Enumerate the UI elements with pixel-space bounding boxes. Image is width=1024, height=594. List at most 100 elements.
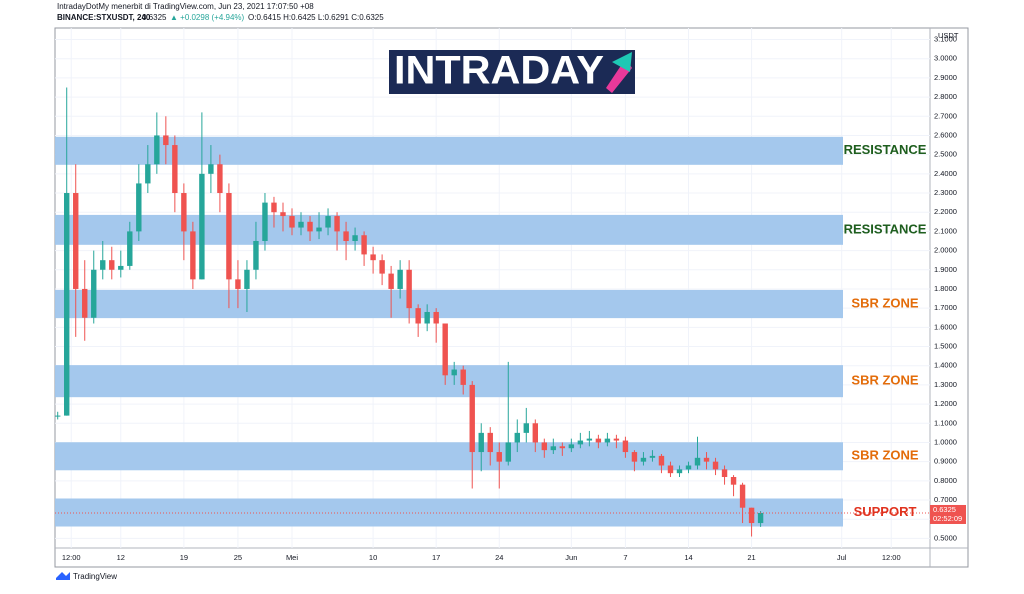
candle-body [280, 212, 286, 217]
candle-body [388, 273, 394, 289]
candle-body [676, 469, 683, 474]
zone-label: SBR ZONE [851, 448, 919, 463]
x-tick-label: 25 [234, 553, 242, 562]
candle-body [478, 432, 484, 453]
x-tick-label: 24 [495, 553, 503, 562]
candle-body [559, 446, 566, 449]
candle-body [721, 469, 728, 478]
candle-body [424, 311, 430, 324]
candle-body [433, 311, 439, 324]
candle-body [271, 202, 277, 213]
y-tick-label: 2.9000 [934, 73, 957, 82]
candle-body [298, 221, 304, 228]
y-tick-label: 1.9000 [934, 265, 957, 274]
y-tick-label: 0.9000 [934, 457, 957, 466]
candle-body [595, 438, 602, 443]
candle-body [181, 193, 187, 232]
candle-body [172, 145, 178, 194]
zone [55, 214, 843, 245]
y-tick-label: 1.2000 [934, 399, 957, 408]
candle-body [361, 235, 367, 255]
candle-body [613, 438, 620, 441]
x-tick-label: Mei [286, 553, 298, 562]
candle-body [55, 415, 61, 417]
candle-body [460, 369, 466, 385]
y-tick-label: 2.3000 [934, 188, 957, 197]
candle-body [550, 446, 557, 451]
candle-body [100, 260, 106, 270]
price-tag-countdown: 02:52:09 [933, 514, 962, 523]
logo: INTRADAY [394, 49, 604, 93]
candle-body [73, 193, 79, 289]
candle-body [658, 455, 665, 466]
candle-body [739, 484, 746, 508]
x-tick-label: 17 [432, 553, 440, 562]
candle-body [109, 260, 115, 270]
candle-body [712, 461, 719, 470]
candle-body [514, 432, 520, 443]
zone-label: RESISTANCE [844, 221, 927, 236]
candle-body [154, 135, 160, 165]
x-tick-label: 19 [180, 553, 188, 562]
y-tick-label: 1.7000 [934, 303, 957, 312]
candle-body [397, 269, 403, 289]
candle-body [748, 507, 755, 524]
candle-body [541, 442, 548, 451]
candle-body [505, 442, 511, 462]
x-tick-label: 12:00 [62, 553, 81, 562]
x-tick-label: 21 [747, 553, 755, 562]
candle-body [703, 457, 710, 462]
y-tick-label: 1.6000 [934, 322, 957, 331]
x-tick-label: 10 [369, 553, 377, 562]
candle-body [631, 452, 638, 462]
zone [55, 365, 843, 398]
candle-body [226, 193, 232, 280]
y-tick-label: 3.0000 [934, 54, 957, 63]
y-tick-label: 2.4000 [934, 169, 957, 178]
candle-body [757, 512, 764, 524]
candle-body [262, 202, 268, 241]
candle-body [694, 457, 701, 466]
x-tick-label: 12:00 [882, 553, 901, 562]
change: ▲ +0.0298 (+4.94%) [170, 13, 245, 22]
candle-body [532, 423, 539, 443]
zone-label: SUPPORT [854, 504, 917, 519]
candle-body [289, 216, 295, 228]
candle-body [127, 231, 133, 266]
candle-body [406, 269, 412, 309]
logo-bg [389, 50, 635, 94]
candle-body [316, 227, 322, 232]
candle-body [244, 269, 250, 289]
candle-body [217, 164, 223, 194]
candle-body [577, 440, 584, 445]
candle-body [649, 455, 656, 458]
candle-body [685, 465, 692, 470]
zone [55, 289, 843, 319]
x-tick-label: Jul [837, 553, 847, 562]
candle-body [415, 308, 421, 324]
candle-body [568, 444, 575, 449]
y-tick-label: 2.2000 [934, 207, 957, 216]
y-tick-label: 2.8000 [934, 92, 957, 101]
candle-body [487, 432, 493, 453]
y-tick-label: 3.1000 [934, 34, 957, 43]
y-tick-label: 0.5000 [934, 533, 957, 542]
y-tick-label: 2.1000 [934, 226, 957, 235]
candle-body [451, 369, 457, 376]
zone-label: SBR ZONE [851, 373, 919, 388]
candle-body [334, 216, 340, 232]
y-tick-label: 1.4000 [934, 361, 957, 370]
quote: 0.6325 [142, 13, 167, 22]
candle-body [235, 279, 241, 289]
candle-body [145, 164, 151, 184]
candle-body [442, 323, 448, 376]
candle-body [190, 231, 196, 280]
y-tick-label: 1.0000 [934, 437, 957, 446]
zone [55, 136, 843, 165]
currency: USDT [938, 31, 959, 40]
x-tick-label: 14 [684, 553, 692, 562]
candle-body [91, 269, 97, 318]
y-tick-label: 0.8000 [934, 476, 957, 485]
y-tick-label: 2.0000 [934, 246, 957, 255]
